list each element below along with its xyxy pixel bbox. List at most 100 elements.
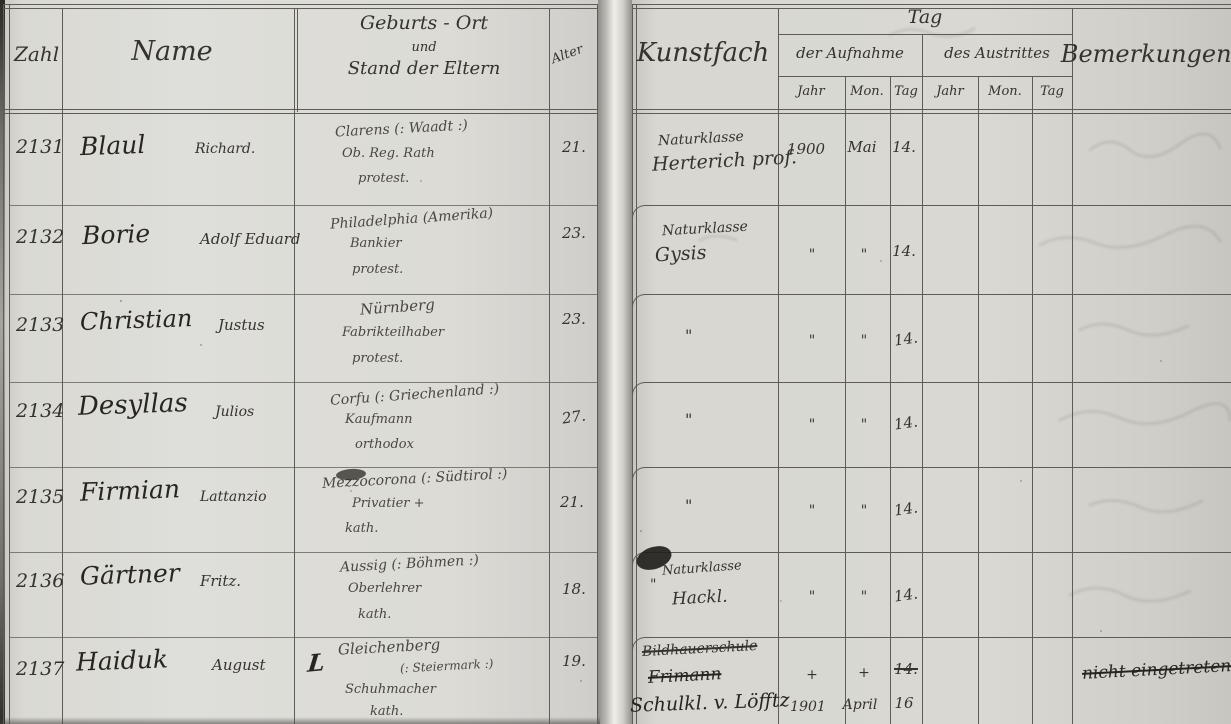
header-austritt-tag: Tag xyxy=(1040,84,1064,99)
header-zahl: Zahl xyxy=(14,42,60,66)
row-rule xyxy=(632,467,1231,481)
cell-parent-status: Privatier + xyxy=(352,496,425,511)
column-line xyxy=(845,76,846,724)
cell-age: 18. xyxy=(562,580,586,598)
header-tag-group: Tag xyxy=(907,6,943,28)
cell-zahl: 2135 xyxy=(16,486,65,508)
header-aufnahme-jahr: Jahr xyxy=(797,84,825,99)
header-rule xyxy=(778,34,1072,35)
cell-given-name: Justus xyxy=(218,316,265,334)
cell-given-name: Richard. xyxy=(195,141,256,157)
column-line xyxy=(297,8,298,112)
row-rule xyxy=(9,637,598,638)
cell-aufnahme-mon: Mai xyxy=(847,138,877,156)
cell-aufnahme-tag-struck: 14. xyxy=(894,660,918,678)
header-aufnahme-mon: Mon. xyxy=(850,84,884,99)
cell-aufnahme-tag-new: 16 xyxy=(894,694,914,712)
cell-confession: protest. xyxy=(358,171,410,186)
header-bemerkungen: Bemerkungen. xyxy=(1060,40,1231,68)
cell-parent-status: Ob. Reg. Rath xyxy=(342,146,435,161)
row-rule xyxy=(632,637,1231,651)
cell-zahl: 2136 xyxy=(16,570,65,592)
header-geburtsort-line1: Geburts - Ort xyxy=(359,12,489,34)
cell-parent-status: Schuhmacher xyxy=(345,682,436,697)
cell-aufnahme-jahr-ditto: " xyxy=(808,417,816,433)
cell-kunstfach-ditto: " xyxy=(685,496,693,515)
cell-aufnahme-jahr-new: 1901 xyxy=(790,699,826,715)
cell-age: 23. xyxy=(562,224,586,242)
column-line xyxy=(1032,76,1033,724)
cell-aufnahme-tag: 14. xyxy=(892,138,916,156)
cell-aufnahme-jahr-ditto: + xyxy=(806,667,818,683)
cell-parent-status: Bankier xyxy=(350,236,402,251)
cell-age: 21. xyxy=(560,493,584,511)
cell-aufnahme-mon-ditto: " xyxy=(860,589,868,605)
cell-confession: protest. xyxy=(352,262,404,277)
table-border xyxy=(597,4,598,724)
cell-age: 21. xyxy=(562,138,586,156)
cell-aufnahme-mon-new: April xyxy=(842,697,878,713)
cell-confession: kath. xyxy=(345,521,379,536)
cell-zahl: 2133 xyxy=(16,314,65,336)
cell-zahl: 2134 xyxy=(16,400,65,422)
cell-parent-status: Oberlehrer xyxy=(348,581,422,596)
cell-aufnahme-jahr-ditto: " xyxy=(808,503,816,519)
cell-kunstfach-ditto: " xyxy=(685,326,693,345)
header-aufnahme-tag: Tag xyxy=(894,84,918,99)
cell-zahl: 2132 xyxy=(16,226,65,248)
cell-kunstfach-ditto: " xyxy=(650,577,657,593)
cell-given-name: August xyxy=(212,656,266,674)
column-line xyxy=(1072,8,1073,724)
cell-aufnahme-mon-ditto: + xyxy=(858,665,870,681)
header-rule xyxy=(778,76,1072,77)
row-rule xyxy=(9,467,598,468)
cell-given-name: Julios xyxy=(215,404,255,420)
table-border xyxy=(632,4,633,724)
scan-noise xyxy=(120,300,122,302)
cell-aufnahme-jahr-ditto: " xyxy=(808,333,816,349)
column-line xyxy=(978,76,979,724)
right-book-page xyxy=(632,0,1231,724)
column-line xyxy=(778,8,779,724)
cell-age: 23. xyxy=(562,310,586,328)
row-rule xyxy=(632,205,1231,219)
cell-aufnahme-tag: 14. xyxy=(892,242,916,260)
column-line xyxy=(922,34,923,724)
left-book-page xyxy=(0,0,600,724)
row-rule xyxy=(632,294,1231,308)
cell-aufnahme-mon-ditto: " xyxy=(860,333,868,349)
table-border xyxy=(3,4,598,5)
table-border xyxy=(3,8,598,9)
row-rule xyxy=(632,382,1231,396)
column-line xyxy=(549,8,550,724)
column-line xyxy=(62,8,63,724)
row-rule xyxy=(9,205,598,206)
cell-aufnahme-mon-ditto: " xyxy=(860,503,868,519)
column-line xyxy=(294,8,295,724)
cell-confession: orthodox xyxy=(355,437,414,452)
column-line xyxy=(890,76,891,724)
scan-edge-shadow xyxy=(0,0,5,724)
cell-given-name: Lattanzio xyxy=(200,489,267,505)
table-border xyxy=(636,4,637,724)
cell-kunstfach-ditto: " xyxy=(685,410,693,429)
header-rule xyxy=(632,113,1231,114)
row-rule xyxy=(9,552,598,553)
header-rule xyxy=(3,113,598,114)
table-border xyxy=(632,4,1231,5)
header-austritt-jahr: Jahr xyxy=(936,84,964,99)
header-rule xyxy=(3,109,598,110)
cell-aufnahme-jahr-ditto: " xyxy=(808,589,816,605)
header-geburtsort-line3: Stand der Eltern xyxy=(347,58,501,79)
row-rule xyxy=(9,382,598,383)
table-border xyxy=(9,4,10,724)
cell-zahl: 2137 xyxy=(16,658,65,680)
header-kunstfach: Kunstfach xyxy=(636,38,770,68)
cell-parent-status: Fabrikteilhaber xyxy=(342,325,445,340)
header-austritt: des Austrittes xyxy=(944,44,1050,62)
cell-confession: protest. xyxy=(352,351,404,366)
table-border xyxy=(3,4,4,724)
book-gutter xyxy=(598,0,634,724)
